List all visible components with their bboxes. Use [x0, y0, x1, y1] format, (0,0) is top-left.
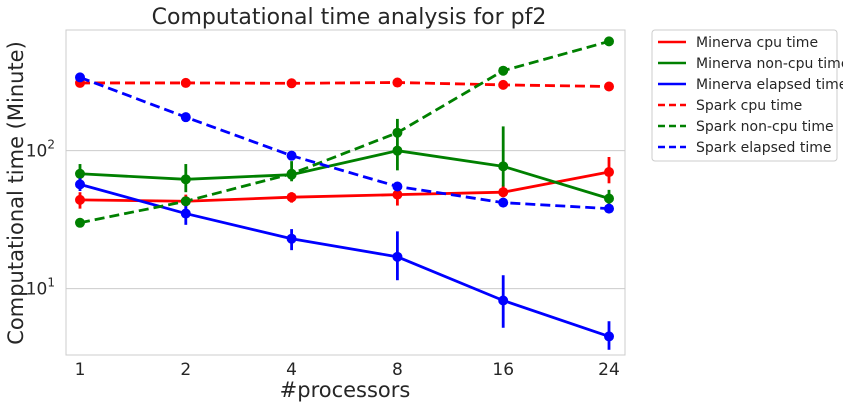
- data-point: [392, 251, 403, 262]
- x-tick-label: 2: [180, 360, 191, 380]
- series-minerva-cpu-time: [75, 156, 614, 209]
- data-point: [392, 127, 403, 138]
- data-point: [392, 77, 403, 88]
- series-minerva-elapsed-time: [75, 178, 614, 350]
- data-point: [180, 77, 191, 88]
- series-line: [79, 76, 610, 211]
- series-line: [79, 183, 610, 338]
- data-point: [286, 78, 297, 89]
- x-axis-label: #processors: [280, 378, 411, 402]
- data-point: [180, 112, 191, 123]
- x-tick-label: 16: [492, 360, 514, 380]
- data-point: [498, 79, 509, 90]
- y-tick-label: 102: [26, 138, 55, 162]
- data-point: [75, 72, 85, 83]
- data-point: [392, 181, 403, 192]
- data-point: [392, 189, 403, 200]
- data-point: [498, 197, 509, 208]
- x-tick-label: 24: [598, 360, 620, 380]
- series-line: [80, 81, 610, 88]
- x-tick-label: 4: [286, 360, 297, 380]
- data-point: [604, 193, 614, 204]
- chart-title: Computational time analysis for pf2: [152, 5, 547, 30]
- legend-label-spark-non-cpu-time: Spark non-cpu time: [696, 119, 834, 135]
- legend-label-spark-cpu-time: Spark cpu time: [696, 98, 802, 114]
- legend-box: [651, 29, 838, 162]
- legend-label-minerva-elapsed-time: Minerva elapsed time: [696, 77, 843, 93]
- data-point: [498, 187, 509, 198]
- data-point: [75, 217, 85, 228]
- y-axis-label: Computational time (Minute): [4, 41, 28, 345]
- data-point: [180, 196, 191, 207]
- x-tick-label: 8: [392, 360, 403, 380]
- series-line: [79, 170, 610, 203]
- legend-label-minerva-cpu-time: Minerva cpu time: [696, 35, 818, 51]
- data-point: [180, 174, 191, 185]
- series-line: [79, 149, 610, 200]
- legend: Minerva cpu time Minerva non-cpu time Mine…: [651, 29, 843, 162]
- legend-label-minerva-non-cpu-time: Minerva non-cpu time: [696, 56, 843, 72]
- data-point: [286, 150, 297, 161]
- series-spark-elapsed-time: [75, 72, 614, 214]
- data-point: [75, 179, 85, 190]
- data-point: [180, 208, 191, 219]
- data-point: [604, 331, 614, 342]
- data-point: [498, 65, 509, 76]
- data-point: [75, 168, 85, 179]
- series-line: [79, 40, 610, 225]
- data-point: [286, 192, 297, 203]
- data-point: [392, 145, 403, 156]
- data-point: [286, 233, 297, 244]
- series-spark-non-cpu-time: [75, 36, 614, 228]
- data-point: [75, 194, 85, 205]
- series-spark-cpu-time: [75, 77, 614, 92]
- data-point: [498, 161, 509, 172]
- series-minerva-non-cpu-time: [75, 118, 614, 206]
- data-point: [604, 81, 614, 92]
- data-point: [286, 168, 297, 179]
- data-point: [604, 167, 614, 178]
- data-point: [604, 36, 614, 47]
- data-point: [604, 203, 614, 214]
- data-point: [498, 295, 509, 306]
- legend-label-spark-elapsed-time: Spark elapsed time: [696, 140, 832, 156]
- y-tick-label: 101: [26, 276, 55, 300]
- plot-frame: [65, 29, 626, 356]
- x-tick-label: 1: [75, 360, 86, 380]
